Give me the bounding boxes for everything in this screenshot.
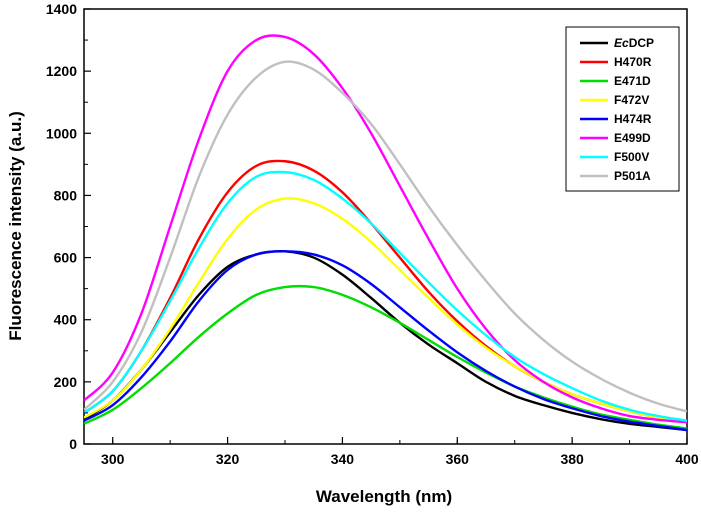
legend-label: H474R <box>614 112 652 126</box>
series-curves <box>84 34 687 432</box>
axes: 300 320 340 360 380 400 0 200 400 600 800 1000 1200 1… <box>46 1 699 467</box>
legend-label-rest: DCP <box>629 36 654 50</box>
y-tick-label: 800 <box>54 187 78 203</box>
y-tick-label: 400 <box>54 312 78 328</box>
x-tick-label: 380 <box>560 451 584 467</box>
legend-label: E499D <box>614 131 651 145</box>
y-tick-label: 1400 <box>46 1 77 17</box>
x-axis-title: Wavelength (nm) <box>316 487 452 506</box>
legend-label: F472V <box>614 93 649 107</box>
legend: EcDCP H470R E471D F472V H474R E499D F500V P501A <box>565 26 680 192</box>
y-tick-label: 1200 <box>46 63 77 79</box>
series-line-h474r <box>84 250 687 432</box>
y-tick-label: 1000 <box>46 125 77 141</box>
legend-label: F500V <box>614 150 649 164</box>
legend-label: EcDCP <box>614 36 654 50</box>
x-tick-label: 320 <box>216 451 240 467</box>
series-line-f500v <box>84 170 687 422</box>
series-line-ecdcp <box>84 250 687 432</box>
y-tick-label: 600 <box>54 250 78 266</box>
x-tick-label: 300 <box>101 451 125 467</box>
series-line-f472v <box>84 197 687 424</box>
legend-label: H470R <box>614 55 652 69</box>
legend-label: P501A <box>614 169 651 183</box>
series-line-p501a <box>84 60 687 413</box>
series-line-e499d <box>84 34 687 424</box>
legend-label-italic: Ec <box>614 36 629 50</box>
x-tick-label: 360 <box>446 451 470 467</box>
y-tick-label: 0 <box>69 436 77 452</box>
series-line-e471d <box>84 284 687 430</box>
y-tick-label: 200 <box>54 374 78 390</box>
legend-box <box>565 26 680 192</box>
x-tick-label: 340 <box>331 451 355 467</box>
legend-label: E471D <box>614 74 651 88</box>
x-tick-label: 400 <box>675 451 699 467</box>
y-axis-title: Fluorescence intensity (a.u.) <box>6 111 25 341</box>
